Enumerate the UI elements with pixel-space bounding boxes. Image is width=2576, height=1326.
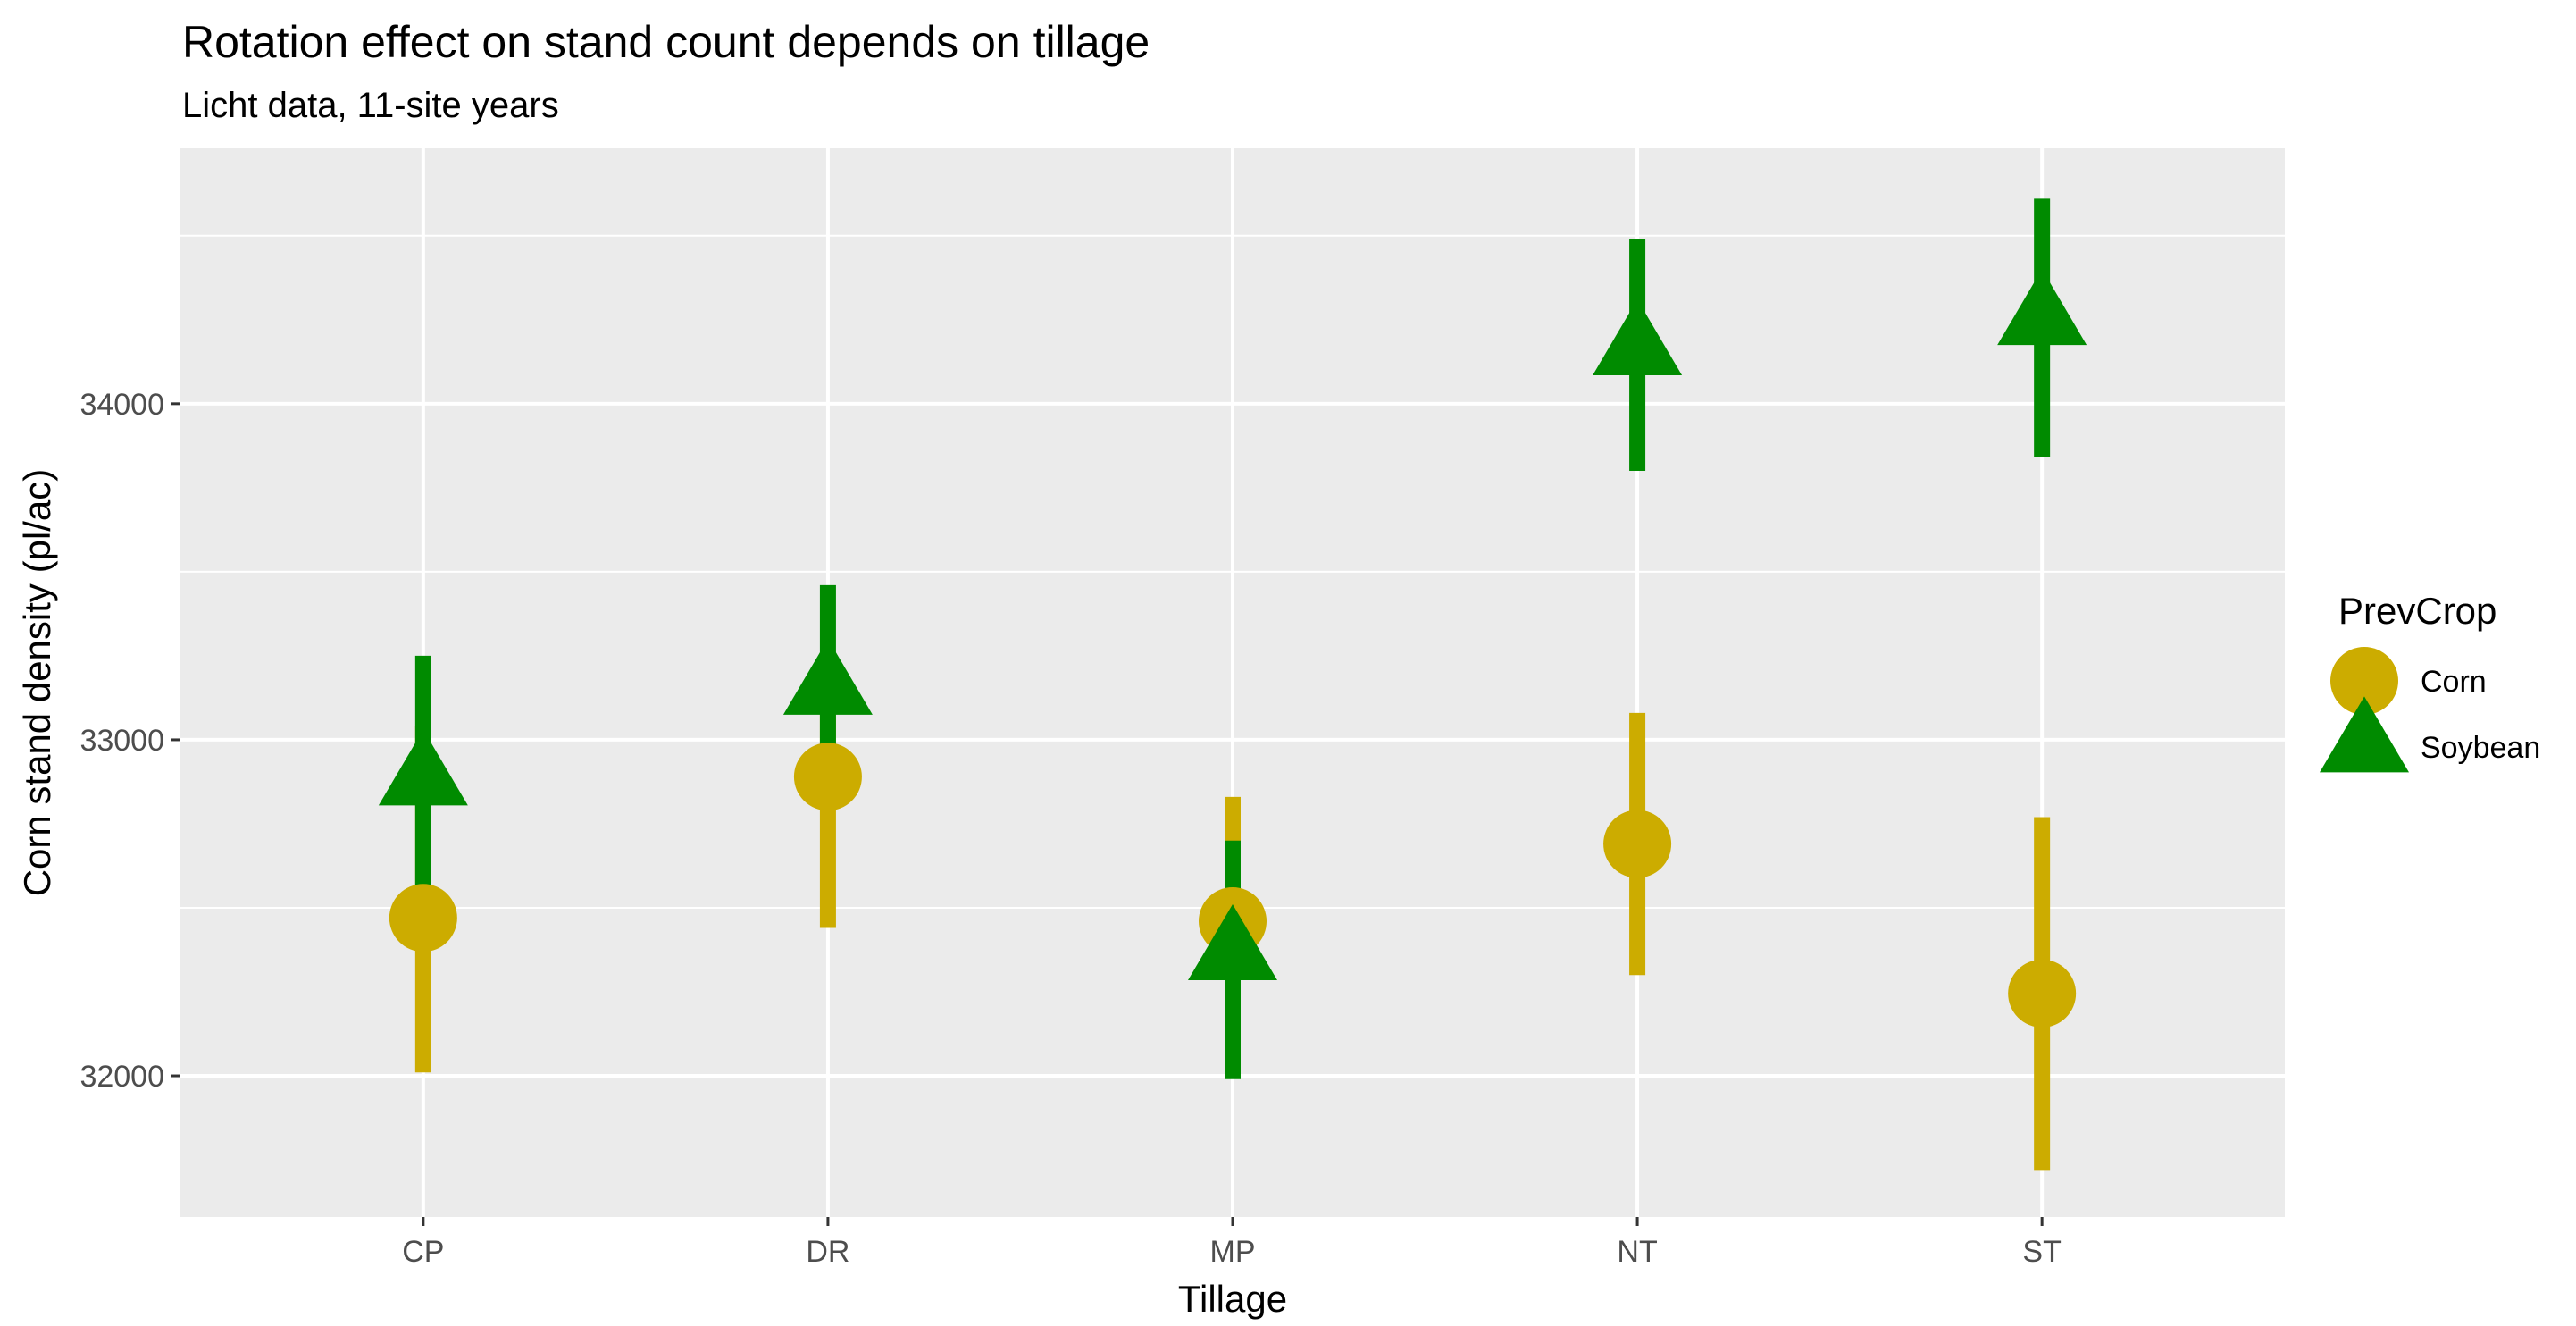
x-tick-label: MP	[1210, 1235, 1256, 1269]
data-point-soybean	[378, 729, 468, 806]
y-axis: 32000 33000 34000	[79, 388, 180, 1094]
data-point-soybean	[1997, 269, 2087, 346]
legend-label: Soybean	[2421, 731, 2540, 765]
x-tick-label: CP	[402, 1235, 444, 1269]
x-axis: CP DR MP NT ST	[402, 1217, 2062, 1269]
y-axis-title: Corn stand density (pl/ac)	[16, 469, 58, 897]
x-tick-label: ST	[2022, 1235, 2061, 1269]
y-tick-label: 33000	[79, 724, 164, 758]
data-point-corn	[1603, 810, 1672, 878]
data-point-corn	[793, 743, 862, 811]
data-point-soybean	[1593, 298, 1683, 375]
legend-symbol-soybean	[2320, 696, 2409, 773]
x-axis-title: Tillage	[1178, 1278, 1287, 1320]
data-point-soybean	[1188, 903, 1277, 980]
x-tick-label: DR	[806, 1235, 849, 1269]
y-tick-label: 32000	[79, 1060, 164, 1094]
legend-symbol-corn	[2330, 647, 2398, 715]
x-tick-label: NT	[1617, 1235, 1657, 1269]
legend-title: PrevCrop	[2338, 590, 2497, 632]
y-tick-label: 34000	[79, 388, 164, 422]
data-points	[378, 269, 2087, 1028]
legend-label: Corn	[2421, 665, 2487, 699]
chart-title: Rotation effect on stand count depends o…	[182, 17, 1150, 67]
legend: PrevCrop Corn Soybean	[2320, 590, 2540, 780]
data-point-soybean	[782, 638, 873, 715]
data-point-corn	[389, 884, 457, 953]
chart-subtitle: Licht data, 11-site years	[182, 86, 559, 125]
legend-items: Corn Soybean	[2320, 647, 2540, 780]
data-point-corn	[2008, 959, 2077, 1028]
